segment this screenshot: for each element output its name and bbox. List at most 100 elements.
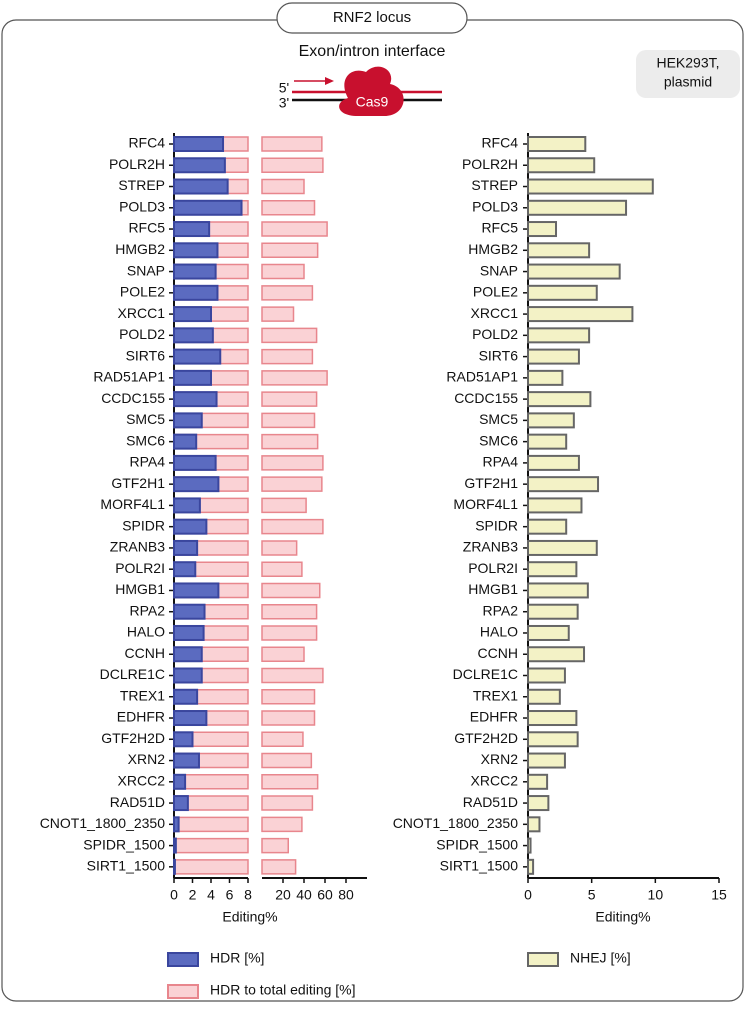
five-prime: 5' (279, 80, 289, 96)
category-label: CNOT1_1800_2350 (393, 815, 519, 831)
category-label: CCNH (478, 645, 518, 661)
legend-label: NHEJ [%] (570, 950, 631, 966)
category-label: RFC5 (128, 220, 165, 236)
bar (173, 199, 243, 216)
bar (173, 454, 217, 471)
category-label: RPA4 (482, 454, 518, 470)
x-tick-label: 40 (296, 887, 312, 903)
bar (527, 221, 558, 238)
bar (527, 773, 549, 790)
category-label: XRCC1 (471, 305, 519, 321)
subtitle: Exon/intron interface (299, 43, 446, 60)
category-label: ZRANB3 (463, 539, 518, 555)
legend-label: HDR to total editing [%] (210, 982, 356, 998)
category-label: POLD2 (472, 326, 518, 342)
category-label: SMC5 (126, 411, 165, 427)
bar (527, 412, 575, 429)
x-tick-label: 20 (275, 887, 291, 903)
bar (173, 369, 212, 386)
bar (527, 518, 568, 535)
bar (527, 731, 579, 748)
bar (527, 858, 535, 875)
category-label: SIRT6 (126, 347, 166, 363)
badge-line: HEK293T, (656, 55, 719, 71)
x-tick-label: 10 (648, 887, 664, 903)
bar (173, 688, 199, 705)
bar (527, 667, 566, 684)
bar (527, 433, 568, 450)
category-label: POLR2H (462, 156, 518, 172)
category-label: DCLRE1C (100, 666, 165, 682)
category-label: RAD51D (463, 794, 518, 810)
category-label: HMGB2 (115, 241, 165, 257)
category-label: EDHFR (470, 709, 518, 725)
bar (527, 795, 550, 812)
bar (173, 774, 319, 790)
bar (527, 539, 598, 556)
category-label: ZRANB3 (110, 539, 165, 555)
bar (527, 624, 570, 641)
bar (173, 136, 225, 152)
bar (173, 731, 194, 748)
bar (173, 306, 212, 323)
bar (173, 859, 297, 875)
category-label: STREP (471, 177, 518, 193)
bar (527, 582, 589, 599)
x-tick-label: 5 (588, 887, 596, 903)
x-axis-label: Editing% (595, 909, 650, 925)
bar (173, 795, 189, 812)
category-label: STREP (118, 177, 165, 193)
bar (173, 518, 208, 535)
bar (173, 242, 219, 259)
bar (173, 284, 219, 301)
bar (527, 454, 580, 471)
bar (173, 391, 218, 408)
category-label: POLE2 (473, 284, 518, 300)
category-label: HMGB1 (115, 581, 165, 597)
bar (527, 242, 591, 259)
three-prime: 3' (279, 95, 289, 111)
bar (173, 752, 200, 769)
bar (527, 369, 564, 386)
bar (173, 625, 318, 641)
cas9 (339, 66, 404, 116)
category-label: POLR2H (109, 156, 165, 172)
bar (173, 816, 303, 833)
x-tick-label: 80 (338, 887, 354, 903)
title-pill (276, 2, 468, 34)
bar (173, 561, 197, 578)
category-label: CNOT1_1800_2350 (40, 815, 166, 831)
category-label: RFC5 (481, 220, 518, 236)
category-label: SIRT1_1500 (87, 858, 166, 874)
bar (173, 327, 214, 344)
x-tick-label: 15 (711, 887, 727, 903)
bar (527, 837, 532, 854)
category-label: POLD3 (119, 198, 165, 214)
bar (527, 263, 621, 280)
category-label: HALO (127, 624, 165, 640)
bar (173, 689, 316, 705)
legend-label: HDR [%] (210, 950, 264, 966)
bar (527, 348, 580, 365)
cas9-label: Cas9 (356, 94, 389, 110)
bar (527, 391, 592, 408)
category-label: RPA4 (129, 454, 165, 470)
bar (527, 646, 586, 663)
title: RNF2 locus (333, 9, 411, 26)
category-label: GTF2H2D (101, 730, 165, 746)
bar (527, 752, 566, 769)
bar (173, 582, 220, 599)
bar (527, 306, 634, 323)
bar (173, 667, 203, 684)
category-label: SNAP (480, 262, 518, 278)
category-label: SIRT6 (479, 347, 519, 363)
category-label: SMC5 (479, 411, 518, 427)
bar (173, 837, 289, 854)
bar (173, 858, 176, 875)
bar (527, 136, 587, 152)
bar (527, 603, 579, 620)
bar (527, 199, 628, 216)
bar (527, 816, 541, 833)
x-tick-label: 0 (524, 887, 532, 903)
